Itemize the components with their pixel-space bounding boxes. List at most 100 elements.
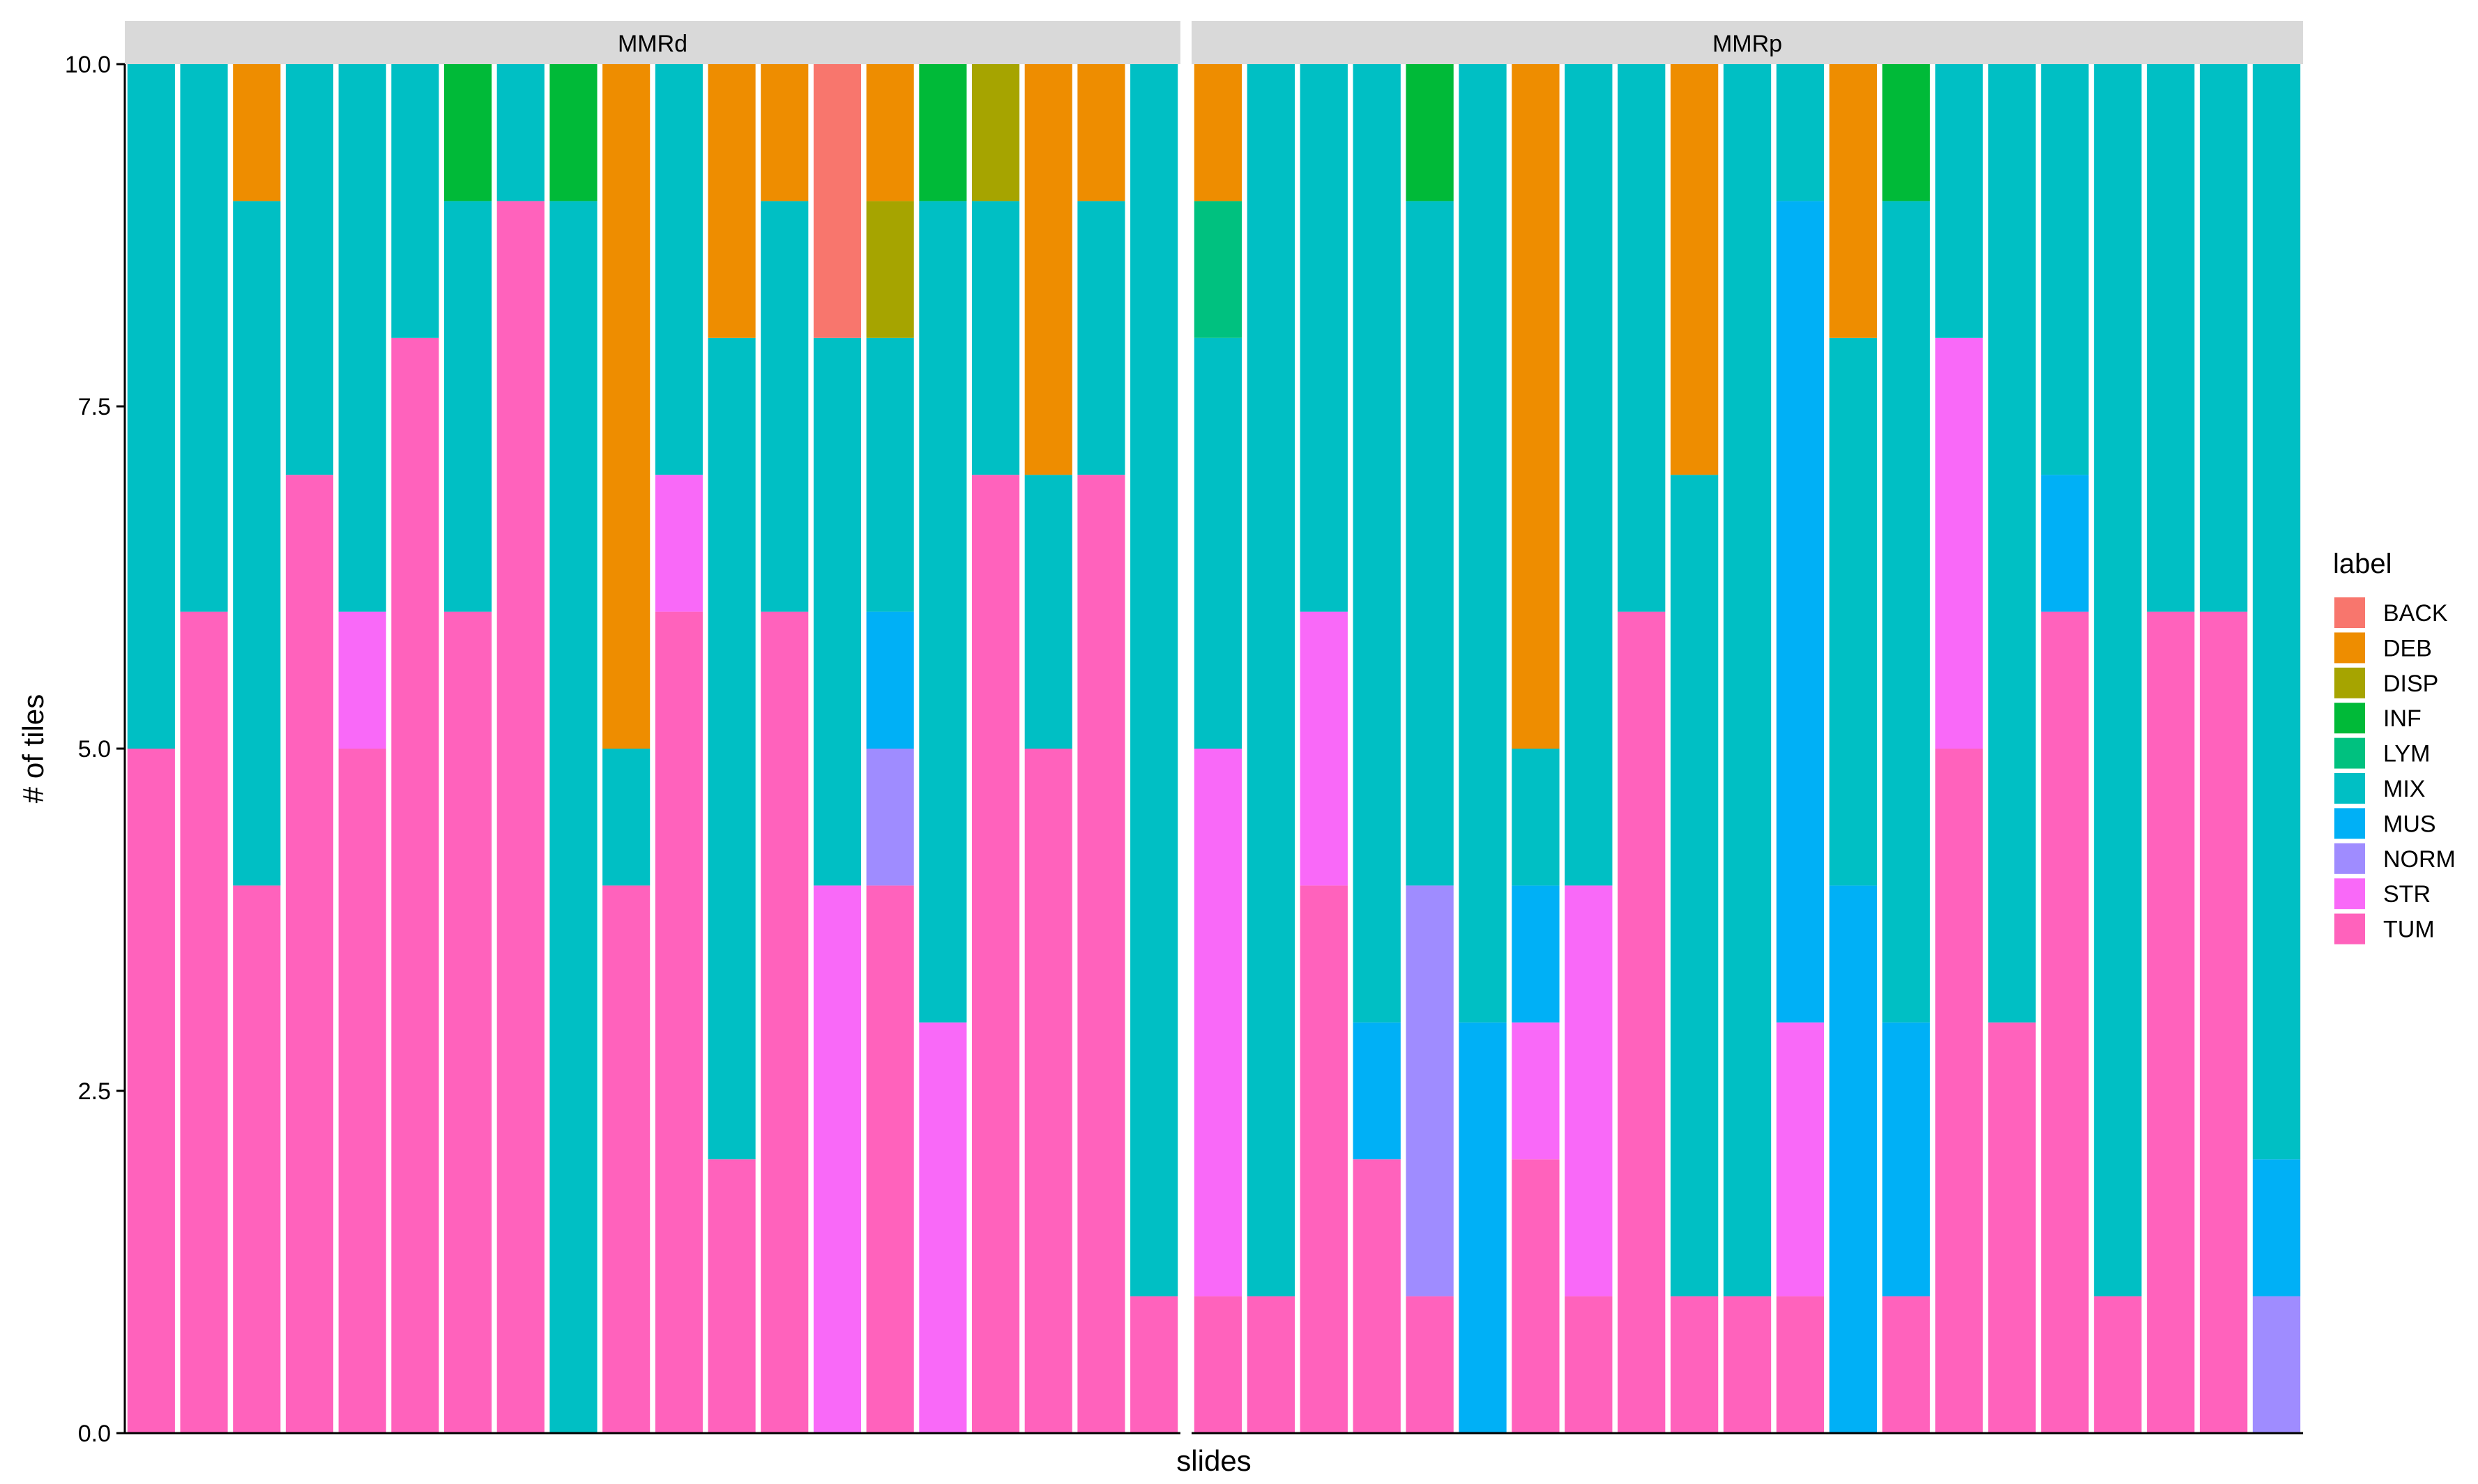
bar-4 (285, 64, 334, 1434)
facet-strip-label: MMRd (618, 31, 687, 57)
bar-7 (443, 64, 492, 1433)
bar-segment-mix (971, 201, 1020, 475)
bar-segment-mix (180, 64, 228, 612)
bar-segment-str (338, 611, 386, 749)
bar-4 (1353, 64, 1401, 1433)
legend-swatch-back (2334, 597, 2365, 628)
facet-strip-bg (1192, 21, 2303, 64)
bar-segment-mix (549, 201, 598, 1433)
bar-segment-tum (285, 475, 334, 1434)
bar-13 (1829, 64, 1877, 1433)
bar-segment-mus (1353, 1022, 1401, 1160)
bar-segment-tum (971, 475, 1020, 1434)
bar-segment-disp (866, 201, 914, 338)
bar-6 (1459, 64, 1507, 1433)
bar-segment-inf (549, 64, 598, 201)
bar-8 (1565, 64, 1613, 1433)
legend-swatch-str (2334, 878, 2365, 910)
bar-segment-mix (1024, 475, 1072, 749)
bar-segment-str (1776, 1022, 1825, 1296)
bar-segment-tum (2094, 1296, 2142, 1433)
bar-13 (761, 64, 809, 1433)
bar-segment-tum (2199, 611, 2248, 1433)
bar-segment-mix (443, 201, 492, 612)
y-axis-title: # of tiles (17, 694, 50, 803)
legend-label-inf: INF (2383, 705, 2422, 732)
bar-segment-tum (1618, 611, 1666, 1433)
bar-segment-mix (1406, 201, 1454, 886)
bar-segment-tum (1024, 749, 1072, 1433)
bar-18 (2094, 64, 2142, 1433)
bar-segment-norm (1406, 885, 1454, 1296)
bar-19 (1077, 64, 1125, 1434)
bar-8 (496, 64, 545, 1433)
bar-segment-str (1565, 885, 1613, 1296)
bar-9 (549, 64, 598, 1433)
bar-segment-tum (1353, 1159, 1401, 1433)
bar-12 (708, 64, 756, 1433)
bar-segment-str (1194, 749, 1242, 1296)
bar-segment-mix (708, 337, 756, 1160)
bar-segment-tum (1882, 1296, 1930, 1433)
bar-segment-mix (1618, 64, 1666, 612)
bar-21 (2252, 64, 2301, 1433)
panel-mmrd: MMRd (125, 21, 1180, 1434)
bar-16 (1988, 64, 2036, 1433)
bar-segment-inf (1406, 64, 1454, 201)
bar-segment-str (919, 1022, 967, 1433)
bar-segment-mus (1512, 885, 1560, 1023)
bar-segment-deb (233, 64, 281, 201)
bar-segment-mix (1077, 201, 1125, 475)
bar-segment-str (1300, 611, 1348, 886)
bar-segment-str (1935, 337, 1983, 749)
bar-segment-mix (1353, 64, 1401, 1023)
legend-title: label (2333, 549, 2392, 579)
bar-segment-mix (866, 337, 914, 612)
bar-segment-tum (708, 1159, 756, 1433)
bar-11 (655, 64, 703, 1433)
bar-1 (1194, 64, 1242, 1433)
bar-segment-tum (1077, 475, 1125, 1434)
bar-segment-tum (866, 885, 914, 1433)
bar-segment-tum (391, 337, 439, 1433)
legend-swatch-deb (2334, 632, 2365, 664)
y-tick-label: 2.5 (78, 1078, 111, 1105)
bar-segment-mix (813, 337, 862, 886)
bar-6 (391, 64, 439, 1433)
bar-segment-tum (180, 611, 228, 1433)
facet-strip-bg (125, 21, 1180, 64)
bar-segment-mix (2147, 64, 2195, 612)
legend-label-norm: NORM (2383, 846, 2456, 873)
y-tick-label: 10.0 (65, 52, 111, 78)
bar-segment-mix (1130, 64, 1178, 1296)
bar-segment-tum (233, 885, 281, 1433)
bar-segment-tum (1406, 1296, 1454, 1433)
bar-segment-tum (1300, 885, 1348, 1433)
legend-label-str: STR (2383, 881, 2431, 908)
bar-segment-back (813, 64, 862, 338)
bar-segment-mus (1829, 885, 1877, 1433)
legend: label BACK DEB DISP INF LYM MIX MUS NORM STR TUM (2333, 549, 2456, 944)
bar-3 (233, 64, 281, 1433)
bar-segment-deb (708, 64, 756, 338)
bar-segment-tum (2147, 611, 2195, 1433)
bar-segment-mix (1459, 64, 1507, 1023)
bar-segment-deb (1512, 64, 1560, 749)
bar-segment-deb (602, 64, 651, 749)
panel-mmrp: MMRp (1192, 21, 2303, 1433)
bar-segment-mix (391, 64, 439, 338)
bar-segment-tum (1247, 1296, 1295, 1433)
bar-14 (813, 64, 862, 1433)
bar-segment-mix (1829, 337, 1877, 886)
bar-segment-tum (1565, 1296, 1613, 1433)
legend-label-mus: MUS (2383, 811, 2436, 837)
legend-label-disp: DISP (2383, 671, 2438, 697)
bar-segment-deb (761, 64, 809, 201)
bar-19 (2147, 64, 2195, 1433)
bar-segment-mix (655, 64, 703, 475)
bar-segment-str (1512, 1022, 1560, 1160)
legend-label-lym: LYM (2383, 741, 2430, 767)
bar-20 (2199, 64, 2248, 1433)
bar-segment-mix (285, 64, 334, 475)
